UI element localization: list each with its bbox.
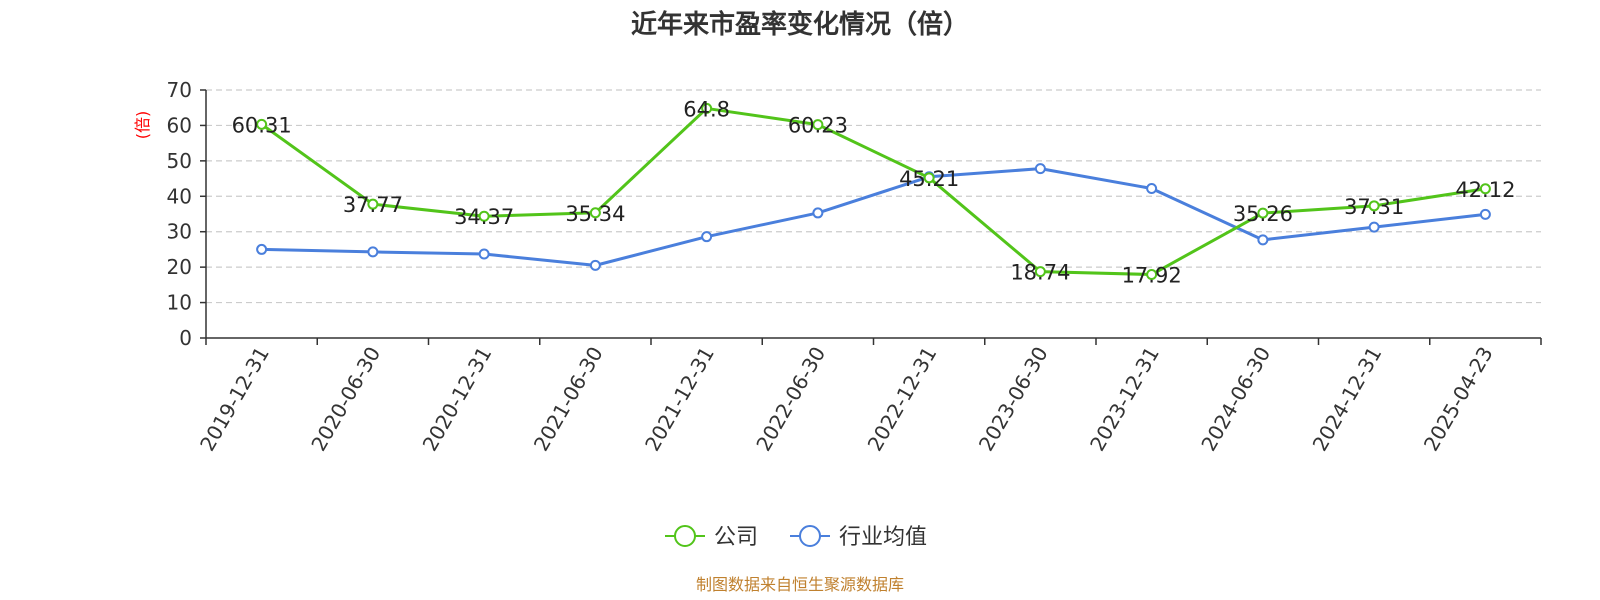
data-label: 35.26 — [1233, 202, 1293, 226]
data-point — [1368, 200, 1380, 212]
x-tick-label: 2024-06-30 — [1196, 343, 1275, 456]
data-point — [478, 248, 490, 260]
x-tick-label: 2021-12-31 — [640, 343, 719, 456]
data-point — [367, 246, 379, 258]
legend: 公司 行业均值 — [665, 525, 927, 550]
x-tick-label: 2020-12-31 — [418, 343, 497, 456]
source-note: 制图数据来自恒生聚源数据库 — [696, 575, 904, 594]
x-tick-label: 2023-12-31 — [1085, 343, 1164, 456]
data-point — [1146, 269, 1158, 281]
y-axis-label: (倍) — [133, 111, 152, 140]
data-point — [256, 243, 268, 255]
data-label: 45.21 — [899, 167, 959, 191]
data-label: 18.74 — [1010, 261, 1070, 285]
axes: 0 10 20 30 40 50 60 70 2019-12-31 2020-06-30 2020-… — [167, 78, 1542, 456]
y-tick-label: 40 — [167, 184, 192, 208]
data-point — [1257, 207, 1269, 219]
data-point — [1368, 221, 1380, 233]
x-tick-label: 2020-06-30 — [306, 343, 385, 456]
x-tick-label: 2021-06-30 — [529, 343, 608, 456]
data-point — [701, 231, 713, 243]
data-point — [1479, 183, 1491, 195]
data-point — [923, 172, 935, 184]
data-point — [701, 102, 713, 114]
legend-marker — [799, 525, 821, 547]
legend-label: 公司 — [714, 525, 758, 550]
legend-marker — [674, 525, 696, 547]
data-point — [1479, 208, 1491, 220]
data-label: 42.12 — [1455, 178, 1515, 202]
y-tick-label: 10 — [167, 291, 192, 315]
x-tick-label: 2025-04-23 — [1419, 343, 1498, 456]
data-point — [1146, 182, 1158, 194]
data-label: 37.77 — [343, 193, 403, 217]
data-point — [1034, 266, 1046, 278]
y-tick-label: 60 — [167, 113, 192, 137]
data-point — [367, 198, 379, 210]
data-point — [256, 118, 268, 130]
series-layer — [256, 102, 1491, 281]
series-line — [260, 106, 1486, 277]
data-label: 60.31 — [232, 113, 292, 137]
data-label: 60.23 — [788, 114, 848, 138]
data-point — [589, 259, 601, 271]
data-point — [478, 210, 490, 222]
grid-lines — [206, 89, 1541, 304]
y-tick-label: 20 — [167, 255, 192, 279]
series-line — [261, 167, 1486, 267]
legend-label: 行业均值 — [839, 525, 927, 550]
data-point — [812, 119, 824, 131]
chart-title: 近年来市盈率变化情况（倍） — [631, 9, 969, 40]
x-tick-label: 2022-06-30 — [751, 343, 830, 456]
data-label: 37.31 — [1344, 195, 1404, 219]
y-tick-label: 30 — [167, 220, 192, 244]
data-point — [1257, 234, 1269, 246]
data-label: 64.8 — [683, 97, 730, 121]
data-labels: 60.31 37.77 34.37 35.34 64.8 60.23 45.21 18.74 1… — [232, 97, 1516, 287]
data-point — [589, 207, 601, 219]
x-tick-label: 2019-12-31 — [195, 343, 274, 456]
x-tick-label: 2023-06-30 — [974, 343, 1053, 456]
y-tick-label: 50 — [167, 149, 192, 173]
x-tick-label: 2024-12-31 — [1308, 343, 1387, 456]
data-point — [812, 207, 824, 219]
data-label: 34.37 — [454, 205, 514, 229]
data-label: 17.92 — [1122, 264, 1182, 288]
x-tick-label: 2022-12-31 — [863, 343, 942, 456]
data-point — [1034, 163, 1046, 175]
y-tick-label: 70 — [167, 78, 192, 102]
data-label: 35.34 — [565, 202, 625, 226]
y-tick-label: 0 — [179, 326, 192, 350]
